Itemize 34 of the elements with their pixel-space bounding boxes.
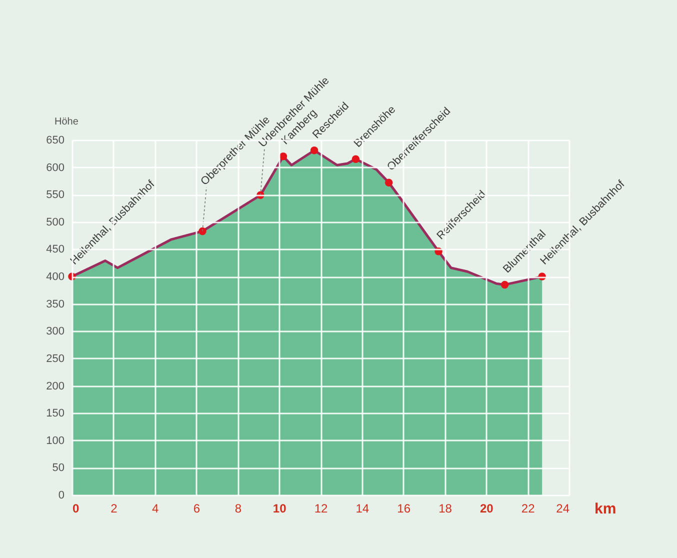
x-tick-label: 14 (356, 502, 370, 516)
y-tick-label: 300 (46, 326, 64, 338)
y-tick-label: 550 (46, 189, 64, 202)
y-tick-label: 200 (46, 380, 64, 392)
y-tick-label: 600 (46, 162, 64, 174)
point (352, 155, 360, 163)
y-tick-label: 350 (46, 298, 64, 310)
y-tick-label: 0 (58, 490, 64, 502)
x-tick-label: 10 (272, 502, 287, 516)
y-tick-label: 100 (46, 434, 64, 447)
point (198, 227, 206, 236)
x-tick-label: 20 (480, 502, 494, 516)
y-tick-label: 150 (46, 408, 64, 420)
y-axis-title: Höhe (54, 116, 79, 128)
x-axis-title: km (594, 500, 616, 518)
x-tick-label: 18 (438, 502, 452, 516)
x-tick-label: 0 (72, 502, 80, 516)
x-tick-label: 16 (397, 502, 411, 516)
x-tick-label: 4 (152, 502, 159, 516)
y-tick-label: 250 (46, 352, 64, 365)
point (384, 178, 393, 186)
x-tick-label: 8 (234, 502, 242, 516)
x-tick-label: 22 (521, 502, 536, 516)
point (310, 146, 318, 154)
y-tick-label: 650 (46, 134, 64, 146)
x-tick-label: 2 (110, 502, 118, 516)
y-tick-label: 500 (46, 216, 64, 228)
x-tick-label: 6 (193, 502, 200, 516)
y-tick-label: 50 (52, 462, 64, 474)
y-tick-label: 450 (46, 244, 64, 256)
x-tick-label: 12 (314, 502, 328, 516)
x-tick-label: 24 (556, 502, 570, 516)
point (500, 280, 509, 289)
y-tick-label: 400 (46, 271, 64, 284)
